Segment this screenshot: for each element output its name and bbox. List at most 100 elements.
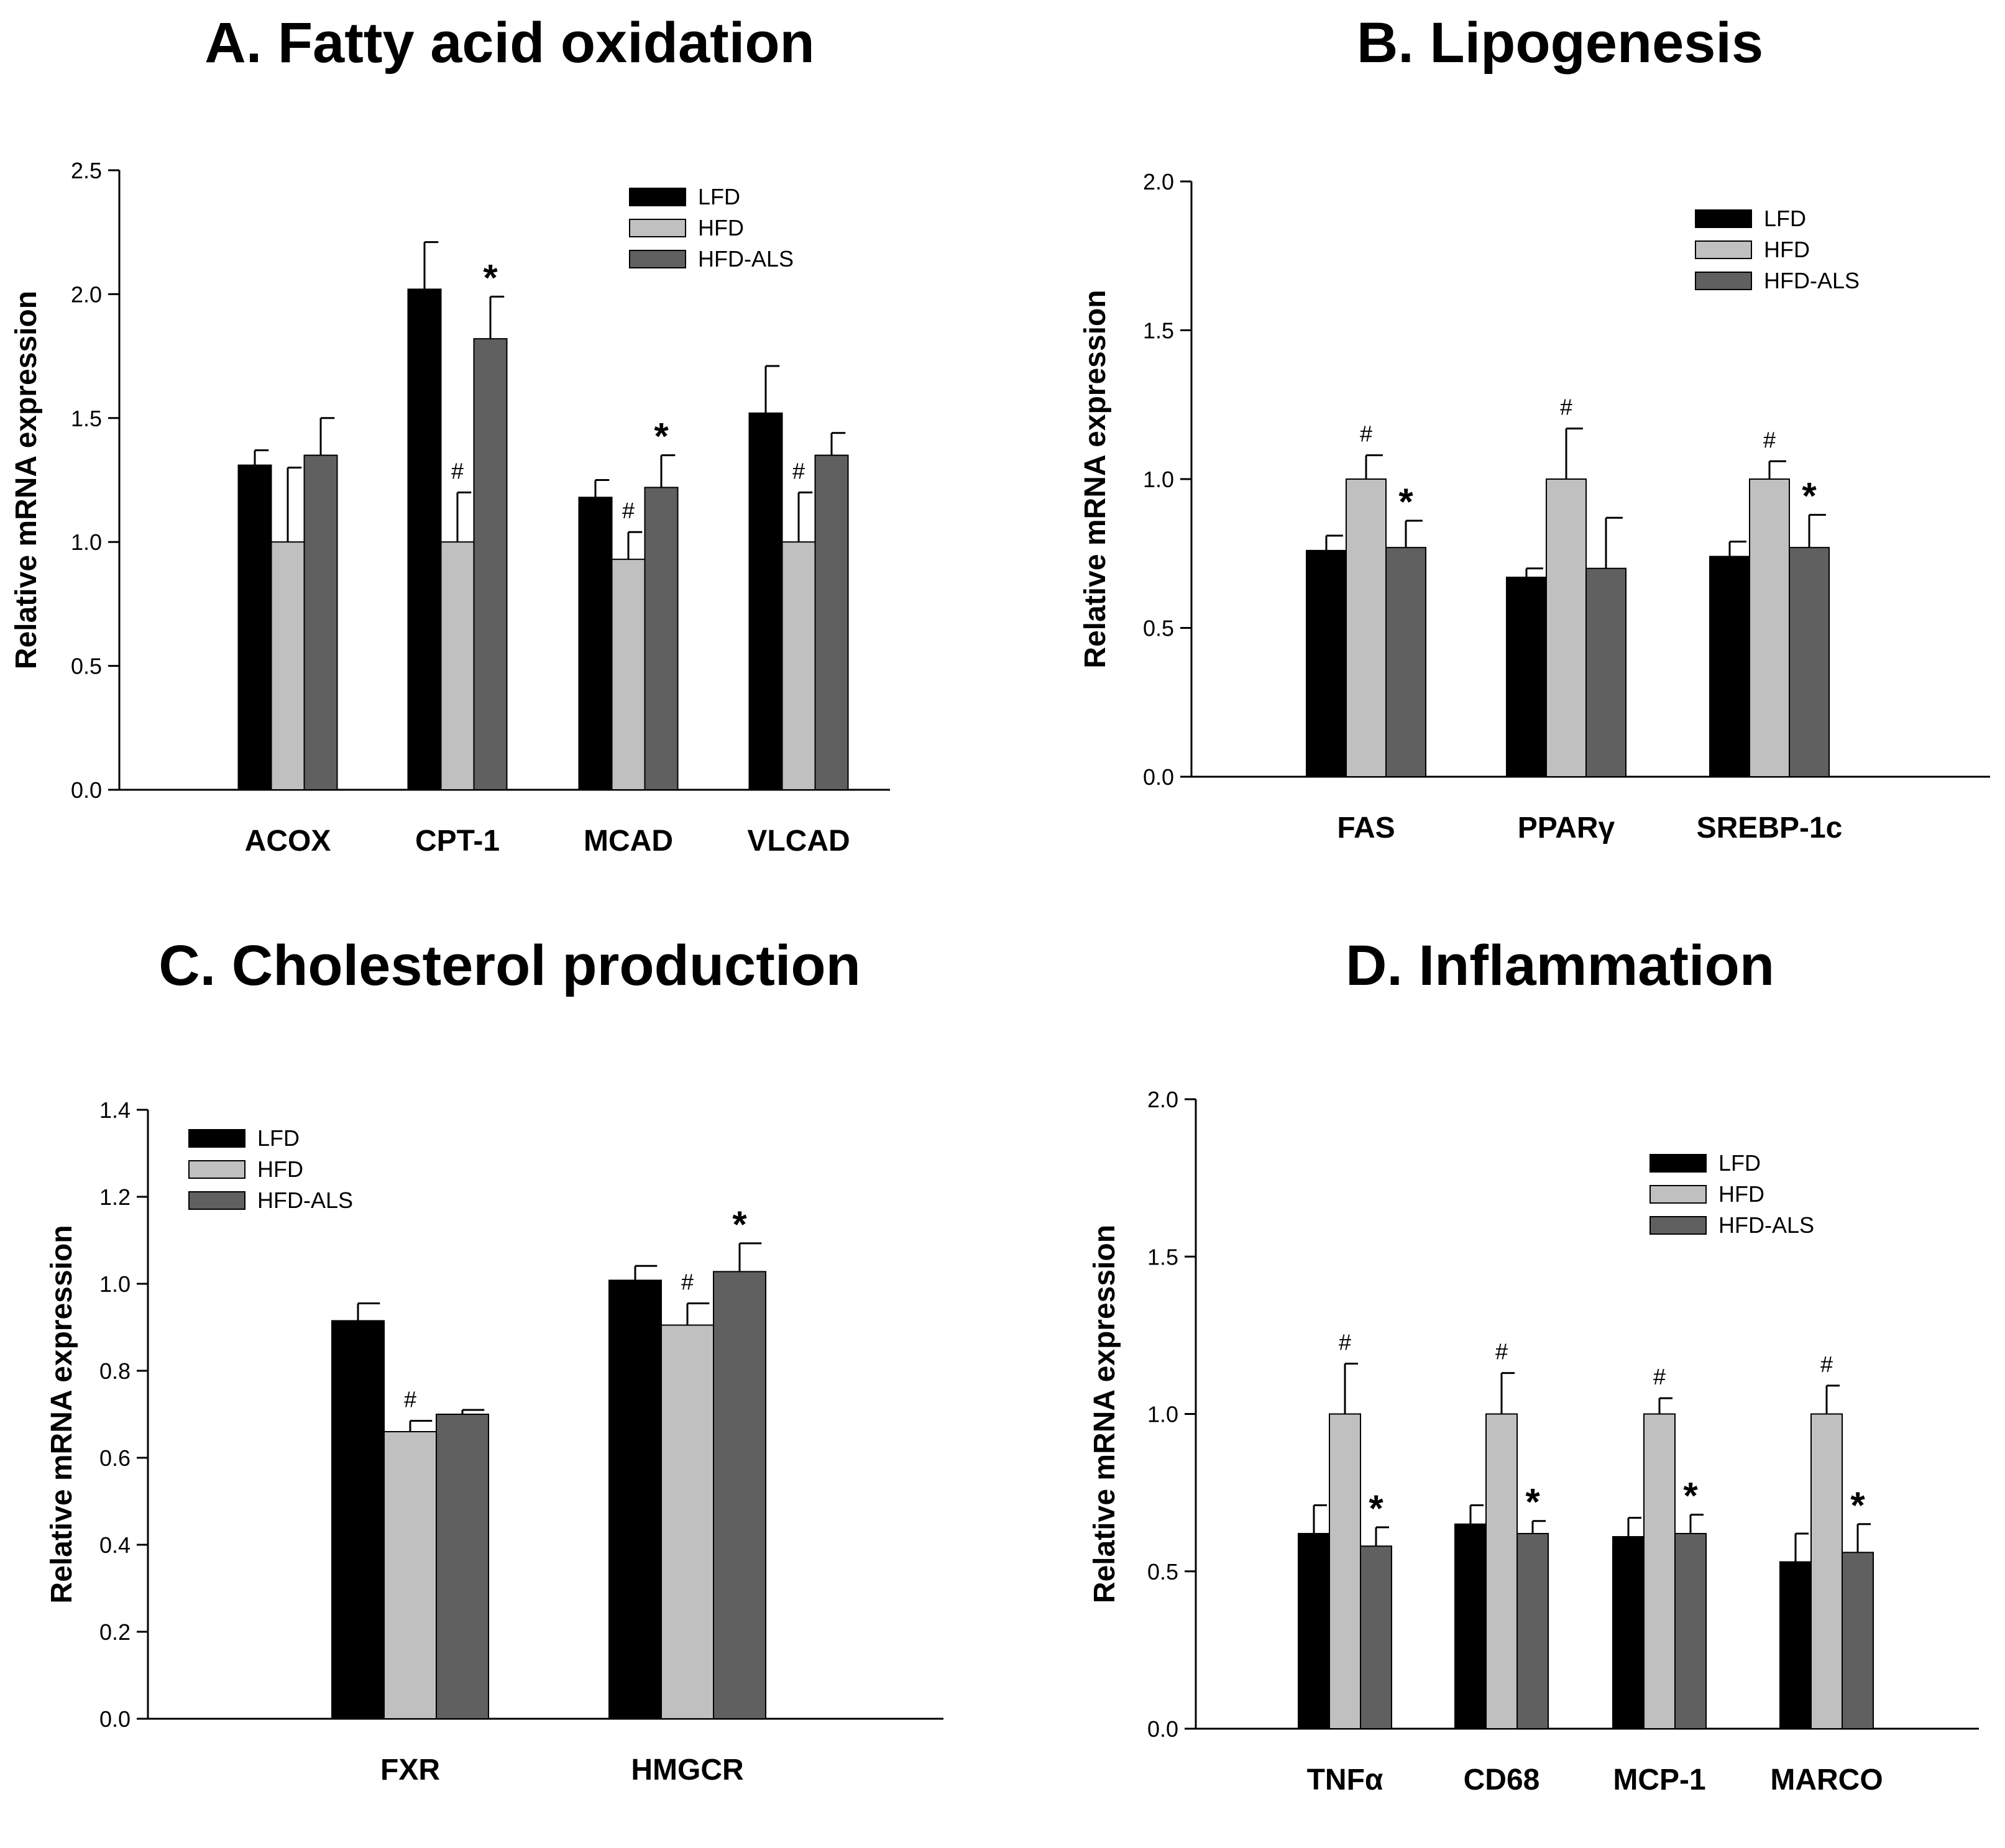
panel-c-category-label: FXR [380, 1754, 440, 1786]
panel-c-significance-mark: * [732, 1204, 747, 1245]
panel-b-bar [1306, 549, 1347, 778]
panel-d-ytick-label: 2.0 [1147, 1087, 1178, 1112]
panel-a-bar [781, 541, 816, 790]
panel-b-bar [1385, 547, 1426, 777]
panel-a-significance-mark: # [792, 458, 805, 483]
panel-a-category-label: VLCAD [747, 825, 850, 858]
panel-c-ytick-label: 0.0 [99, 1706, 131, 1732]
panel-a-ylabel: Relative mRNA expression [10, 291, 43, 669]
panel-c-significance-mark: # [681, 1269, 694, 1295]
panel-a-bar [303, 454, 338, 790]
panel-b-significance-mark: # [1560, 395, 1572, 420]
panel-d-ytick-label: 1.0 [1147, 1402, 1178, 1427]
panel-b-bar [1749, 478, 1790, 777]
panel-d-bar [1643, 1413, 1676, 1729]
panel-a-bar [814, 454, 849, 790]
panel-d-legend-swatch [1649, 1185, 1707, 1204]
panel-d-category-label: MCP-1 [1613, 1763, 1705, 1796]
panel-a-legend-swatch [629, 188, 686, 206]
panel-a-ytick-label: 1.0 [71, 529, 102, 555]
panel-a-category-label: MCAD [584, 825, 673, 858]
panel-b-ytick-label: 1.0 [1143, 467, 1174, 492]
panel-b-significance-mark: # [1360, 421, 1372, 447]
panel-d-bar [1485, 1413, 1518, 1729]
panel-c-legend-swatch [188, 1191, 245, 1210]
panel-d-significance-mark: * [1525, 1481, 1540, 1523]
panel-d-bar [1612, 1536, 1645, 1729]
panel-d-bar [1779, 1561, 1812, 1729]
panel-c-legend-swatch [188, 1160, 245, 1179]
panel-a-bar [611, 559, 646, 791]
panel-c-legend-swatch [188, 1129, 245, 1148]
panels: 0.0 0.5 1.0 1.5 2.0 2.5 Relative mRNA expressi… [10, 158, 1990, 1796]
panel-c-ytick-label: 0.4 [99, 1532, 131, 1558]
panel-a-ytick-label: 1.5 [71, 406, 102, 431]
panel-d-legend-swatch [1649, 1154, 1707, 1173]
panel-d-bar [1454, 1523, 1487, 1729]
panel-a-bar [578, 496, 613, 791]
panel-d-bar [1360, 1545, 1392, 1729]
panel-d-bar [1674, 1532, 1707, 1729]
panel-d-legend-label: LFD [1718, 1150, 1761, 1176]
panel-a-bar [237, 464, 272, 790]
panel-c-ytick-label: 0.6 [99, 1445, 131, 1471]
panel-b-significance-mark: # [1763, 427, 1776, 452]
panel-a-significance-mark: * [483, 257, 498, 298]
panel-b-legend-swatch [1695, 209, 1752, 228]
panel-c-legend-label: LFD [257, 1125, 300, 1151]
panel-b-title: B. Lipogenesis [1357, 11, 1763, 75]
panel-c-significance-mark: # [404, 1387, 416, 1412]
panel-a-bar [644, 487, 679, 790]
panel-d-significance-mark: # [1339, 1329, 1351, 1355]
panel-d-significance-mark: * [1369, 1488, 1383, 1529]
panel-b-ytick-label: 0.0 [1143, 764, 1174, 790]
panel-c-ytick-label: 1.0 [99, 1271, 131, 1297]
panel-d-legend-swatch [1649, 1216, 1707, 1235]
panel-b-bar [1585, 567, 1626, 777]
panel-d-title: D. Inflammation [1346, 934, 1774, 997]
panel-a-title: A. Fatty acid oxidation [204, 11, 814, 75]
panel-a-bar [270, 541, 305, 790]
panel-d-bar [1810, 1413, 1843, 1729]
panel-d-legend-label: HFD-ALS [1718, 1212, 1814, 1238]
panel-a-legend-swatch [629, 250, 686, 268]
panel-d-category-label: CD68 [1464, 1763, 1540, 1796]
panel-b-ylabel: Relative mRNA expression [1079, 290, 1112, 668]
panel-c-legend-label: HFD [257, 1156, 303, 1182]
panel-d-bar [1842, 1552, 1874, 1730]
panel-d-ytick-label: 0.0 [1147, 1716, 1178, 1742]
panel-b-bar [1709, 556, 1750, 777]
panel-b-bar [1546, 478, 1587, 777]
panel-c-category-label: HMGCR [631, 1754, 743, 1786]
panel-d-ytick-label: 1.5 [1147, 1244, 1178, 1269]
panel-a-category-label: CPT-1 [415, 825, 500, 858]
panel-b-ytick-label: 1.5 [1143, 318, 1174, 344]
panel-a-ytick-label: 0.0 [71, 777, 102, 803]
panel-b-legend-label: HFD [1764, 237, 1810, 262]
panel-a: 0.0 0.5 1.0 1.5 2.0 2.5 Relative mRNA expressi… [10, 158, 890, 858]
panel-b-category-label: SREBP-1c [1697, 812, 1843, 844]
panel-b-significance-mark: * [1398, 481, 1413, 523]
panel-c-bar [436, 1414, 489, 1719]
panel-c-ytick-label: 0.8 [99, 1358, 131, 1384]
panel-a-category-label: ACOX [245, 825, 331, 858]
panel-a-ytick-label: 2.0 [71, 281, 102, 307]
panel-a-legend-label: LFD [698, 184, 740, 209]
panel-a-ytick-label: 0.5 [71, 654, 102, 679]
panel-a-bar [407, 288, 442, 790]
panel-d-significance-mark: * [1683, 1475, 1698, 1517]
panel-d-significance-mark: # [1495, 1339, 1508, 1365]
panel-d-bar [1298, 1532, 1330, 1729]
panel-c-bar [713, 1271, 766, 1719]
panel-b-legend-swatch [1695, 272, 1752, 290]
panel-a-legend-swatch [629, 219, 686, 237]
panel-d-category-label: TNFα [1307, 1763, 1383, 1796]
panel-d-legend-label: HFD [1718, 1181, 1764, 1207]
panel-c-bar [608, 1279, 662, 1719]
panel-d-bar [1516, 1532, 1549, 1729]
panel-b-category-label: FAS [1337, 812, 1395, 844]
panel-d-category-label: MARCO [1770, 1763, 1883, 1796]
panel-b-legend-label: LFD [1764, 206, 1806, 231]
panel-d-ylabel: Relative mRNA expression [1088, 1225, 1121, 1603]
